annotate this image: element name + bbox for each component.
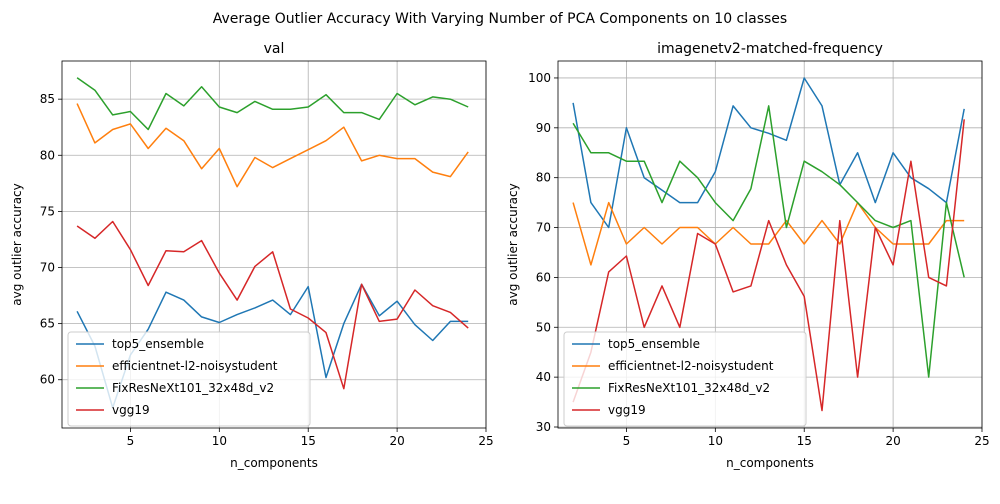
x-tick-label: 5 <box>623 434 631 448</box>
chart-title: val <box>264 41 285 57</box>
y-tick-label: 70 <box>40 261 55 275</box>
y-tick-label: 80 <box>40 148 55 162</box>
series-line-efficientnet-l2-noisystudent <box>572 201 965 266</box>
y-tick-label: 100 <box>528 71 551 85</box>
y-tick-label: 70 <box>536 221 551 235</box>
x-tick-label: 20 <box>885 434 900 448</box>
series-line-FixResNeXt101_32x48d_v2 <box>76 77 469 131</box>
legend: top5_ensemble efficientnet-l2-noisystuden… <box>563 331 807 427</box>
legend-label-vgg19: vgg19 <box>112 403 150 417</box>
chart-imagenetv2: 5 10 15 20 25 30 40 50 60 70 80 90 100 imagenetv2-mat… <box>506 41 990 470</box>
y-tick-label: 90 <box>536 121 551 135</box>
series-line-vgg19 <box>76 220 469 390</box>
legend-box <box>67 331 311 427</box>
legend: top5_ensemble efficientnet-l2-noisystuden… <box>67 331 311 427</box>
y-tick-label: 75 <box>40 204 55 218</box>
y-tick-label: 60 <box>40 373 55 387</box>
x-tick-label: 10 <box>708 434 723 448</box>
legend-label-FixResNeXt101_32x48d_v2: FixResNeXt101_32x48d_v2 <box>112 381 274 395</box>
series-group <box>572 77 965 412</box>
y-tick-label: 40 <box>536 370 551 384</box>
series-line-efficientnet-l2-noisystudent <box>76 103 469 188</box>
y-tick-label: 30 <box>536 420 551 434</box>
legend-box <box>563 331 807 427</box>
y-tick-label: 65 <box>40 317 55 331</box>
y-axis-label: avg outlier accuracy <box>10 183 24 305</box>
legend-label-FixResNeXt101_32x48d_v2: FixResNeXt101_32x48d_v2 <box>608 381 770 395</box>
figure-suptitle: Average Outlier Accuracy With Varying Nu… <box>213 11 787 27</box>
legend-label-efficientnet-l2-noisystudent: efficientnet-l2-noisystudent <box>112 359 278 373</box>
legend-label-top5_ensemble: top5_ensemble <box>112 337 204 351</box>
x-axis-label: n_components <box>726 456 814 470</box>
y-axis-label: avg outlier accuracy <box>506 183 520 305</box>
legend-label-efficientnet-l2-noisystudent: efficientnet-l2-noisystudent <box>608 359 774 373</box>
series-line-FixResNeXt101_32x48d_v2 <box>572 105 965 378</box>
y-tick-label: 50 <box>536 320 551 334</box>
legend-label-vgg19: vgg19 <box>608 403 646 417</box>
axes-frame <box>557 60 983 429</box>
chart-val: 5 10 15 20 25 60 65 70 75 80 85 val n_components avg … <box>10 41 494 470</box>
x-tick-label: 15 <box>301 434 316 448</box>
axes-frame <box>61 60 487 429</box>
legend-label-top5_ensemble: top5_ensemble <box>608 337 700 351</box>
chart-title: imagenetv2-matched-frequency <box>657 41 883 57</box>
x-tick-label: 5 <box>127 434 135 448</box>
x-tick-label: 15 <box>797 434 812 448</box>
y-tick-label: 60 <box>536 270 551 284</box>
x-axis-label: n_components <box>230 456 318 470</box>
series-line-vgg19 <box>572 119 965 412</box>
y-tick-label: 85 <box>40 92 55 106</box>
y-tick-label: 80 <box>536 171 551 185</box>
x-tick-label: 25 <box>478 434 493 448</box>
x-tick-label: 25 <box>974 434 989 448</box>
x-tick-label: 10 <box>212 434 227 448</box>
x-tick-label: 20 <box>389 434 404 448</box>
